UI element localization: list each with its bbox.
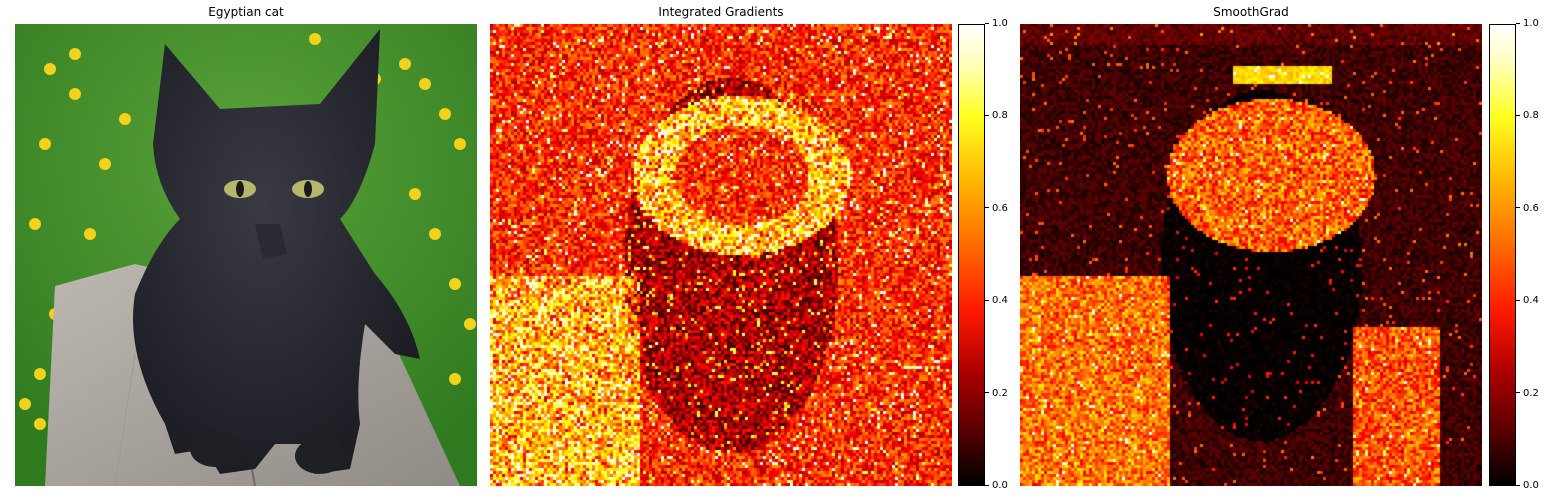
cat-photo [15, 24, 477, 486]
sg-colorbar-ticks: 0.0 0.2 0.4 0.6 0.8 1.0 [1516, 19, 1550, 491]
colorbar-tick-label: 0.4 [1516, 296, 1539, 306]
cat-photo-svg [15, 24, 477, 486]
colorbar-tick-label: 0.6 [1516, 203, 1539, 214]
sg-heatmap-canvas [1020, 24, 1482, 486]
cat-silhouette [133, 29, 420, 474]
dandelion [439, 108, 451, 120]
ig-heatmap-canvas [490, 24, 952, 486]
colorbar-tick-label: 0.0 [985, 481, 1008, 491]
colorbar-tick-label: 1.0 [985, 19, 1008, 29]
sg-title: SmoothGrad [1213, 5, 1289, 19]
dandelion [464, 318, 476, 330]
colorbar-tick-label: 0.0 [1516, 481, 1539, 491]
dandelion [399, 58, 411, 70]
ig-colorbar [958, 24, 985, 486]
dandelion [34, 418, 46, 430]
colorbar-tick-label: 0.2 [1516, 388, 1539, 399]
colorbar-tick-label: 0.2 [985, 388, 1008, 399]
dandelion [19, 398, 31, 410]
ig-title: Integrated Gradients [658, 5, 784, 19]
dandelion [34, 368, 46, 380]
dandelion [119, 113, 131, 125]
dandelion [69, 88, 81, 100]
dandelion [99, 158, 111, 170]
colorbar-tick-label: 0.8 [985, 111, 1008, 121]
dandelion [419, 78, 431, 90]
dandelion [84, 228, 96, 240]
colorbar-tick-label: 0.4 [985, 296, 1008, 306]
sg-colorbar [1489, 24, 1516, 486]
dandelion [44, 63, 56, 75]
dandelion [454, 138, 466, 150]
colorbar-tick-label: 0.6 [985, 203, 1008, 214]
dandelion [429, 228, 441, 240]
dandelion [69, 48, 81, 60]
dandelion [449, 373, 461, 385]
photo-title: Egyptian cat [208, 5, 284, 19]
colorbar-tick-label: 0.8 [1516, 111, 1539, 121]
ig-heatmap [490, 24, 952, 486]
dandelion [409, 188, 421, 200]
ig-colorbar-ticks: 0.0 0.2 0.4 0.6 0.8 1.0 [985, 19, 1025, 491]
dandelion [29, 218, 41, 230]
dandelion [449, 278, 461, 290]
colorbar-tick-label: 1.0 [1516, 19, 1539, 29]
dandelion [39, 138, 51, 150]
dandelion [309, 33, 321, 45]
sg-heatmap [1020, 24, 1482, 486]
